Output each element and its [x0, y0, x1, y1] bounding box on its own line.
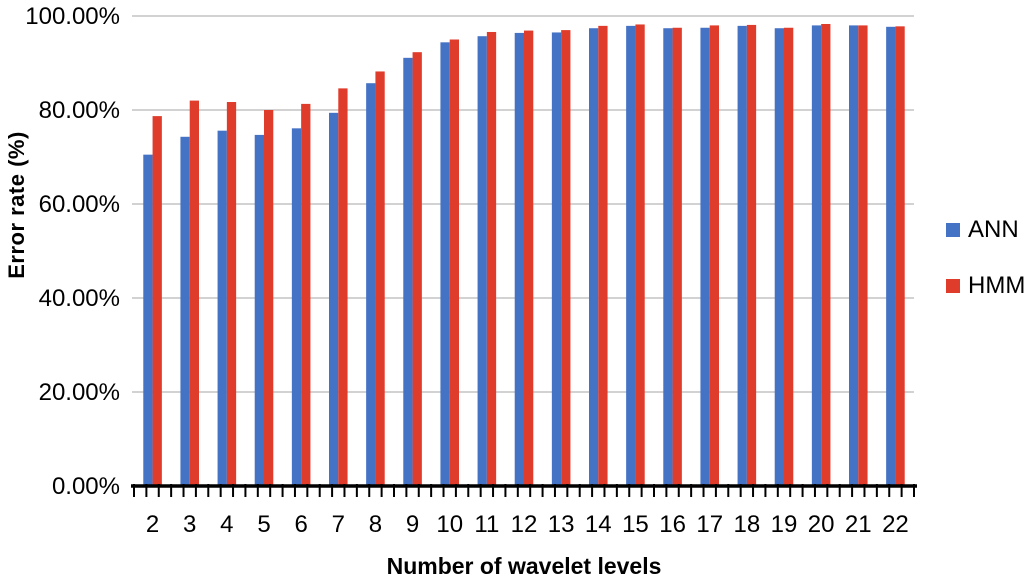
bar-ann-20 — [811, 25, 822, 487]
legend-label-ann: ANN — [968, 216, 1019, 243]
bar-hmm-4 — [226, 102, 237, 486]
bar-hmm-16 — [672, 27, 682, 486]
x-tick-label: 18 — [734, 511, 761, 538]
bar-hmm-2 — [152, 116, 162, 487]
y-tick-label: 40.00% — [39, 285, 120, 312]
bar-ann-7 — [329, 112, 339, 486]
x-tick-label: 20 — [808, 511, 835, 538]
bar-hmm-3 — [189, 100, 199, 486]
x-tick-label: 15 — [622, 511, 649, 538]
x-tick-label: 5 — [257, 511, 270, 538]
bar-hmm-22 — [895, 26, 905, 487]
bar-ann-12 — [514, 32, 524, 487]
bar-hmm-15 — [635, 24, 645, 487]
bar-ann-14 — [589, 28, 599, 486]
bar-ann-8 — [366, 83, 376, 487]
x-tick-label: 21 — [845, 511, 872, 538]
legend-swatch-ann — [946, 223, 960, 237]
x-tick-label: 22 — [882, 511, 909, 538]
y-axis-title: Error rate (%) — [4, 131, 29, 279]
legend-item-hmm: HMM — [946, 273, 1024, 299]
bar-ann-17 — [700, 27, 710, 486]
x-tick-label: 17 — [696, 511, 723, 538]
bar-hmm-9 — [412, 52, 422, 486]
x-tick-label: 2 — [146, 511, 159, 538]
bar-ann-2 — [143, 154, 153, 486]
y-tick-label: 100.00% — [25, 3, 120, 30]
bar-ann-11 — [477, 36, 487, 487]
bar-ann-5 — [254, 134, 264, 486]
bar-ann-21 — [849, 25, 859, 487]
bar-ann-18 — [737, 25, 747, 487]
x-tick-label: 19 — [771, 511, 798, 538]
x-tick-label: 11 — [474, 511, 499, 538]
bar-hmm-13 — [561, 30, 571, 486]
bar-ann-13 — [551, 32, 562, 486]
bar-hmm-12 — [524, 30, 534, 486]
x-tick-label: 6 — [294, 511, 307, 538]
x-axis-title: Number of wavelet levels — [386, 553, 662, 579]
bar-ann-3 — [180, 136, 190, 487]
x-tick-label: 7 — [332, 511, 345, 538]
bar-ann-10 — [440, 42, 450, 486]
y-tick-label: 20.00% — [39, 379, 120, 406]
bar-hmm-8 — [375, 71, 385, 487]
x-tick-label: 13 — [548, 511, 575, 538]
x-tick-label: 12 — [511, 511, 538, 538]
bar-hmm-14 — [598, 25, 608, 487]
bar-ann-15 — [626, 25, 636, 487]
x-tick-label: 4 — [220, 511, 233, 538]
bar-ann-19 — [774, 28, 784, 486]
legend: ANN HMM — [946, 217, 1024, 299]
y-tick-label: 60.00% — [39, 191, 120, 218]
x-tick-label: 14 — [585, 511, 612, 538]
bar-hmm-19 — [784, 27, 794, 486]
bar-ann-4 — [217, 130, 227, 486]
bar-hmm-6 — [301, 103, 311, 486]
bar-hmm-21 — [858, 25, 868, 487]
x-tick-label: 10 — [436, 511, 463, 538]
bar-hmm-7 — [338, 88, 348, 486]
bar-ann-22 — [886, 26, 896, 487]
bar-hmm-10 — [449, 39, 459, 486]
legend-item-ann: ANN — [946, 217, 1024, 243]
x-tick-label: 3 — [183, 511, 196, 538]
y-tick-label: 0.00% — [52, 473, 120, 500]
bar-hmm-17 — [709, 25, 719, 487]
x-tick-label: 8 — [369, 511, 382, 538]
bar-ann-6 — [291, 128, 302, 486]
bar-ann-16 — [663, 28, 673, 486]
x-tick-label: 16 — [659, 511, 686, 538]
bar-hmm-20 — [821, 23, 831, 487]
legend-swatch-hmm — [946, 279, 960, 293]
bar-hmm-5 — [264, 110, 274, 486]
bar-hmm-18 — [746, 24, 757, 487]
bar-hmm-11 — [486, 31, 497, 486]
y-tick-label: 80.00% — [39, 97, 120, 124]
x-tick-label: 9 — [406, 511, 419, 538]
legend-label-hmm: HMM — [968, 272, 1024, 299]
bar-ann-9 — [403, 57, 413, 486]
